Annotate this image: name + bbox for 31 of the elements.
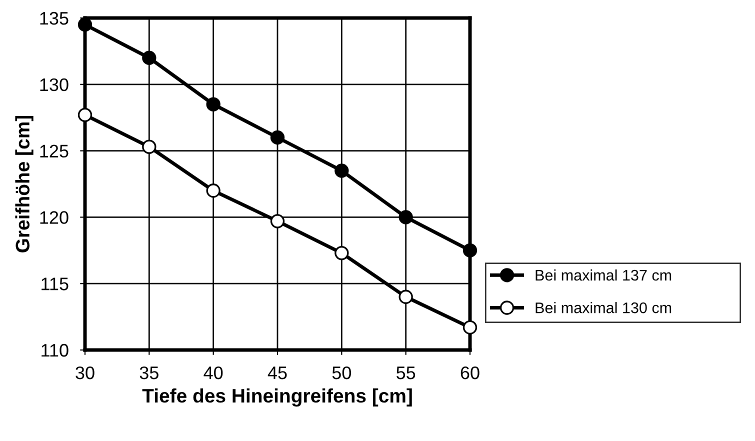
point — [334, 164, 349, 178]
point — [462, 320, 478, 335]
point — [334, 246, 349, 260]
x-tick-label: 35 — [140, 366, 158, 380]
y-tick-label: 120 — [40, 211, 68, 224]
point — [142, 50, 156, 65]
point — [270, 130, 285, 145]
y-tick-label: 135 — [40, 12, 68, 25]
x-tick-label: 55 — [396, 366, 416, 380]
point — [462, 243, 478, 258]
y-axis-title: Greifhöhe [cm] — [15, 116, 34, 252]
point — [270, 214, 285, 228]
x-tick-label: 45 — [268, 366, 287, 380]
y-tick-label: 115 — [42, 278, 68, 290]
point — [206, 184, 220, 198]
point — [142, 140, 156, 154]
y-tick-label: 125 — [40, 144, 68, 158]
legend-label: Bei maximal 137 cm — [536, 269, 672, 281]
y-tick-label: 130 — [40, 78, 68, 92]
x-axis-title: Tiefe des Hineingreifens [cm] — [142, 388, 412, 407]
point — [398, 290, 413, 304]
x-tick-label: 40 — [204, 366, 223, 380]
y-tick-label: 110 — [42, 344, 68, 357]
point — [78, 108, 92, 122]
point — [206, 97, 220, 112]
point — [78, 18, 92, 32]
x-tick-label: 60 — [460, 366, 480, 380]
legend-label: Bei maximal 130 cm — [536, 302, 672, 314]
x-tick-label: 50 — [332, 366, 352, 380]
point — [398, 210, 413, 224]
x-tick-label: 30 — [76, 366, 94, 380]
